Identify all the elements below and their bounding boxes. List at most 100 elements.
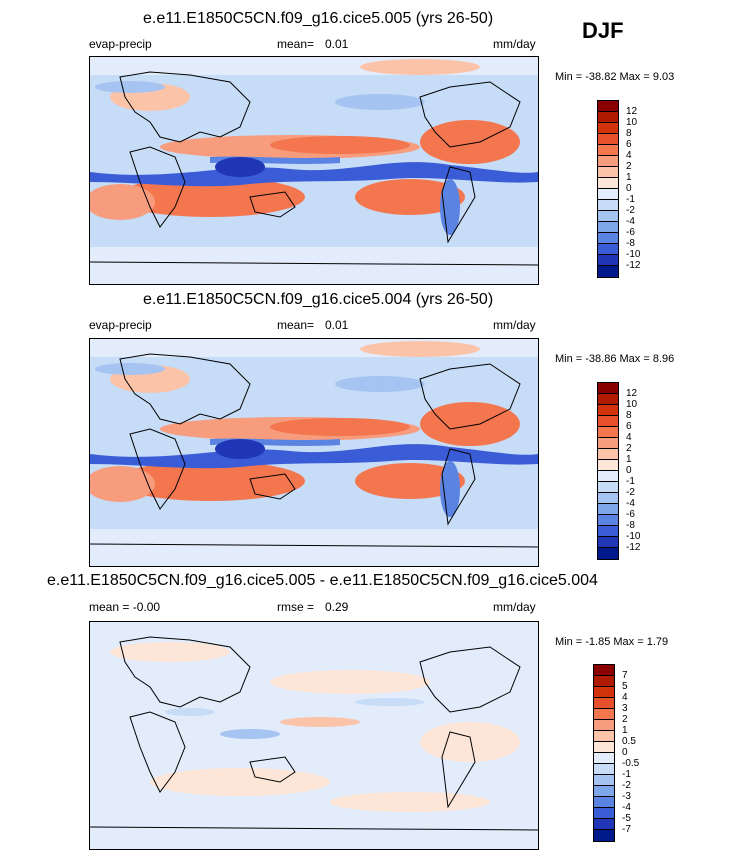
colorbar-tick-label: 5 bbox=[622, 681, 628, 692]
panel-1-mean-value: 0.01 bbox=[325, 37, 349, 51]
panel-1-colorbar-bin bbox=[598, 123, 618, 134]
colorbar-tick-label: -2 bbox=[626, 487, 635, 498]
panel-1-colorbar-bin bbox=[598, 200, 618, 211]
panel-2-colorbar-bin bbox=[598, 383, 618, 394]
colorbar-tick-label: -12 bbox=[626, 260, 641, 271]
panel-2-title: e.e11.E1850C5CN.f09_g16.cice5.004 (yrs 2… bbox=[143, 291, 494, 308]
panel-2-colorbar-bin bbox=[598, 504, 618, 515]
colorbar-tick-label: -5 bbox=[622, 813, 631, 824]
colorbar-tick-label: -1 bbox=[622, 769, 631, 780]
colorbar-tick-label: 2 bbox=[622, 714, 628, 725]
colorbar-tick-label: 12 bbox=[626, 106, 638, 117]
colorbar-tick-label: -6 bbox=[626, 509, 635, 520]
panel-2-map bbox=[89, 338, 539, 567]
panel-3-map-svg bbox=[90, 622, 538, 849]
panel-2-colorbar-bin bbox=[598, 427, 618, 438]
panel-1-colorbar-bin bbox=[598, 134, 618, 145]
panel-1-colorbar-bin bbox=[598, 178, 618, 189]
panel-1-colorbar-bin bbox=[598, 222, 618, 233]
panel-3-colorbar-bin bbox=[594, 797, 614, 808]
panel-3-colorbar-bin bbox=[594, 775, 614, 786]
colorbar-tick-label: 10 bbox=[626, 117, 638, 128]
colorbar-tick-label: -4 bbox=[626, 498, 635, 509]
colorbar-tick-label: 6 bbox=[626, 421, 632, 432]
colorbar-tick-label: 10 bbox=[626, 399, 638, 410]
colorbar-tick-label: 8 bbox=[626, 128, 632, 139]
panel-2-colorbar-bin bbox=[598, 460, 618, 471]
panel-2-colorbar-bin bbox=[598, 394, 618, 405]
colorbar-tick-label: -0.5 bbox=[622, 758, 640, 769]
panel-1-colorbar-bin bbox=[598, 156, 618, 167]
panel-3-rmse-label: rmse = bbox=[277, 600, 315, 614]
panel-1-mean-label: mean= bbox=[277, 37, 315, 51]
panel-3-colorbar-bin bbox=[594, 731, 614, 742]
panel-1-colorbar-bin bbox=[598, 189, 618, 200]
panel-2-colorbar-bin bbox=[598, 515, 618, 526]
season-label: DJF bbox=[582, 18, 624, 43]
panel-3-colorbar-bin bbox=[594, 709, 614, 720]
panel-3-units: mm/day bbox=[493, 600, 536, 614]
panel-1-colorbar-bin bbox=[598, 145, 618, 156]
colorbar-tick-label: 0 bbox=[626, 465, 632, 476]
panel-3-colorbar bbox=[593, 664, 615, 842]
colorbar-tick-label: 7 bbox=[622, 670, 628, 681]
panel-3-colorbar-bin bbox=[594, 786, 614, 797]
colorbar-tick-label: -6 bbox=[626, 227, 635, 238]
colorbar-tick-label: 12 bbox=[626, 388, 638, 399]
colorbar-tick-label: -3 bbox=[622, 791, 631, 802]
panel-2-colorbar bbox=[597, 382, 619, 560]
panel-2-minmax: Min = -38.86 Max = 8.96 bbox=[555, 353, 675, 365]
panel-2-colorbar-bin bbox=[598, 493, 618, 504]
colorbar-tick-label: 0 bbox=[626, 183, 632, 194]
panel-2-units: mm/day bbox=[493, 318, 536, 332]
panel-2-colorbar-bin bbox=[598, 416, 618, 427]
panel-2-mean-label: mean= bbox=[277, 318, 315, 332]
panel-3-colorbar-bin bbox=[594, 676, 614, 687]
panel-3-colorbar-bin bbox=[594, 687, 614, 698]
panel-1-colorbar-bin bbox=[598, 101, 618, 112]
panel-3-rmse-value: 0.29 bbox=[325, 600, 349, 614]
colorbar-tick-label: -8 bbox=[626, 238, 635, 249]
panel-2-colorbar-bin bbox=[598, 548, 618, 559]
panel-1-map bbox=[89, 56, 539, 285]
panel-2-colorbar-bin bbox=[598, 438, 618, 449]
colorbar-tick-label: 0 bbox=[622, 747, 628, 758]
panel-1-colorbar-bin bbox=[598, 233, 618, 244]
colorbar-tick-label: 1 bbox=[622, 725, 628, 736]
panel-3-title: e.e11.E1850C5CN.f09_g16.cice5.005 - e.e1… bbox=[47, 572, 598, 589]
panel-1-colorbar-bin bbox=[598, 255, 618, 266]
colorbar-tick-label: -7 bbox=[622, 824, 631, 835]
panel-1-title: e.e11.E1850C5CN.f09_g16.cice5.005 (yrs 2… bbox=[143, 10, 494, 27]
panel-3-colorbar-bin bbox=[594, 720, 614, 731]
colorbar-tick-label: 2 bbox=[626, 443, 632, 454]
colorbar-tick-label: -1 bbox=[626, 476, 635, 487]
colorbar-tick-label: -4 bbox=[626, 216, 635, 227]
panel-1-variable-label: evap-precip bbox=[89, 37, 152, 51]
panel-1-colorbar-bin bbox=[598, 244, 618, 255]
panel-1-colorbar bbox=[597, 100, 619, 278]
panel-3-mean: mean = -0.00 bbox=[89, 600, 161, 614]
panel-3-map bbox=[89, 621, 539, 850]
colorbar-tick-label: -12 bbox=[626, 542, 641, 553]
colorbar-tick-label: 3 bbox=[622, 703, 628, 714]
panel-2-mean-value: 0.01 bbox=[325, 318, 349, 332]
panel-2-variable-label: evap-precip bbox=[89, 318, 152, 332]
panel-1-colorbar-bin bbox=[598, 266, 618, 277]
colorbar-tick-label: 8 bbox=[626, 410, 632, 421]
colorbar-tick-label: -2 bbox=[626, 205, 635, 216]
colorbar-tick-label: -2 bbox=[622, 780, 631, 791]
panel-3-colorbar-bin bbox=[594, 698, 614, 709]
colorbar-tick-label: -8 bbox=[626, 520, 635, 531]
panel-3-colorbar-bin bbox=[594, 764, 614, 775]
panel-1-colorbar-bin bbox=[598, 211, 618, 222]
colorbar-tick-label: 0.5 bbox=[622, 736, 636, 747]
colorbar-tick-label: -10 bbox=[626, 531, 641, 542]
panel-1-colorbar-bin bbox=[598, 112, 618, 123]
panel-1-units: mm/day bbox=[493, 37, 536, 51]
colorbar-tick-label: 1 bbox=[626, 172, 632, 183]
colorbar-tick-label: 1 bbox=[626, 454, 632, 465]
panel-2-colorbar-bin bbox=[598, 537, 618, 548]
colorbar-tick-label: 4 bbox=[626, 150, 632, 161]
colorbar-tick-label: -1 bbox=[626, 194, 635, 205]
panel-1-colorbar-bin bbox=[598, 167, 618, 178]
